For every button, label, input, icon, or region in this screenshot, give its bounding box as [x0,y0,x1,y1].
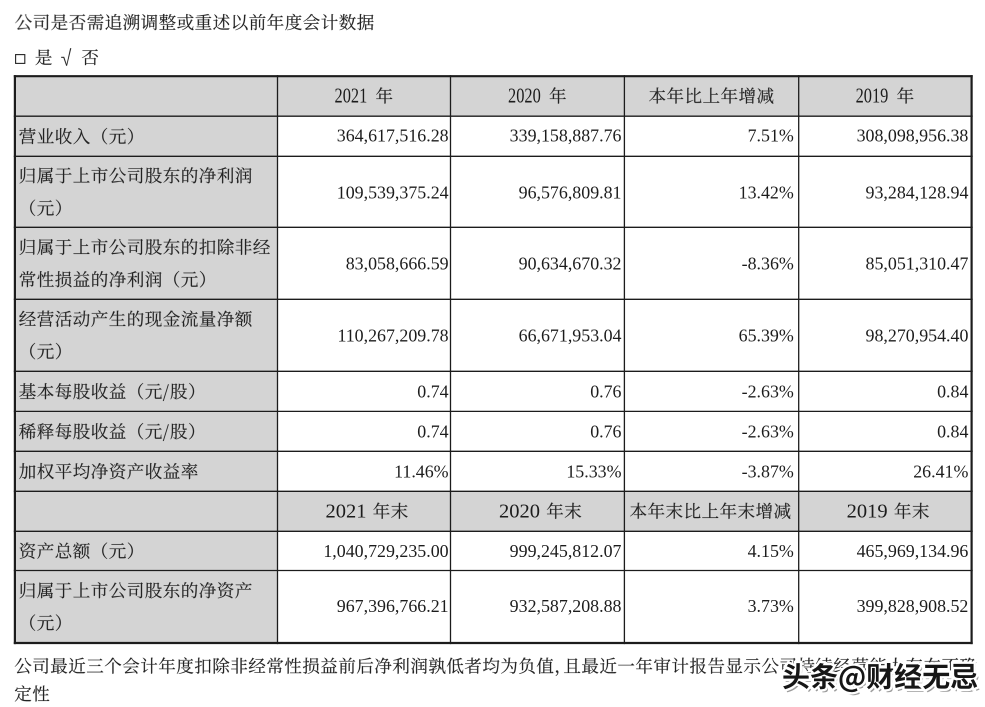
svg-text:65.39%: 65.39% [739,326,794,346]
svg-text:4.15%: 4.15% [748,541,794,561]
svg-text:0.84: 0.84 [937,422,968,442]
svg-text:3.73%: 3.73% [748,596,794,616]
svg-text:90,634,670.32: 90,634,670.32 [519,254,622,274]
svg-text:98,270,954.40: 98,270,954.40 [866,326,969,346]
svg-text:-2.63%: -2.63% [742,422,794,442]
svg-text:-2.63%: -2.63% [742,382,794,402]
svg-text:339,158,887.76: 339,158,887.76 [510,125,622,145]
svg-text:308,098,956.38: 308,098,956.38 [857,125,969,145]
svg-text:0.74: 0.74 [417,422,448,442]
svg-text:11.46%: 11.46% [394,462,449,482]
svg-text:2021: 2021 [335,84,368,107]
svg-text:7.51%: 7.51% [748,125,794,145]
svg-text:0.84: 0.84 [937,382,968,402]
svg-text:2020: 2020 [499,501,540,523]
svg-text:110,267,209.78: 110,267,209.78 [337,326,448,346]
svg-text:109,539,375.24: 109,539,375.24 [337,183,449,203]
svg-text:96,576,809.81: 96,576,809.81 [519,183,622,203]
svg-text:26.41%: 26.41% [913,462,968,482]
svg-text:66,671,953.04: 66,671,953.04 [519,326,622,346]
svg-text:967,396,766.21: 967,396,766.21 [337,596,449,616]
svg-text:-8.36%: -8.36% [742,254,794,274]
svg-text:-3.87%: -3.87% [742,462,794,482]
svg-text:2020: 2020 [508,84,541,107]
svg-text:2019: 2019 [847,501,888,523]
svg-text:465,969,134.96: 465,969,134.96 [857,541,969,561]
svg-text:1,040,729,235.00: 1,040,729,235.00 [323,541,448,561]
svg-text:399,828,908.52: 399,828,908.52 [857,596,969,616]
svg-text:2019: 2019 [856,84,889,107]
svg-text:85,051,310.47: 85,051,310.47 [866,254,969,274]
svg-text:13.42%: 13.42% [739,183,794,203]
svg-text:0.76: 0.76 [590,382,621,402]
svg-text:999,245,812.07: 999,245,812.07 [510,541,622,561]
svg-text:0.76: 0.76 [590,422,621,442]
svg-text:364,617,516.28: 364,617,516.28 [337,125,449,145]
svg-text:2021: 2021 [326,501,367,523]
svg-text:93,284,128.94: 93,284,128.94 [866,183,969,203]
svg-text:0.74: 0.74 [417,382,448,402]
svg-text:83,058,666.59: 83,058,666.59 [346,254,449,274]
svg-text:15.33%: 15.33% [566,462,621,482]
svg-text:932,587,208.88: 932,587,208.88 [510,596,622,616]
